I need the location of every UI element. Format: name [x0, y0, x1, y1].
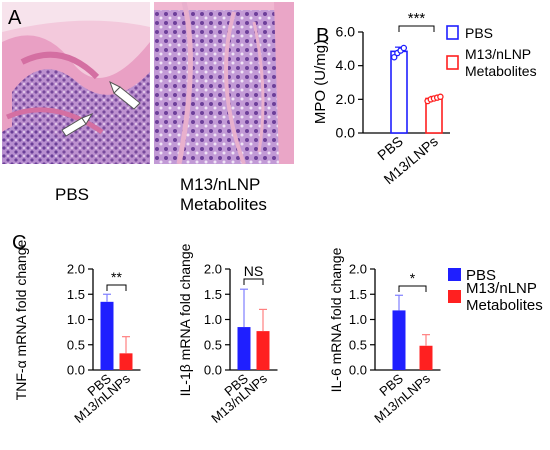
histology-caption-treatment-line2: Metabolites: [180, 195, 267, 214]
y-tick-label: 6.0: [336, 24, 356, 40]
legend-label-treat-line1: M13/nLNP: [465, 46, 531, 62]
legend-label-treat-line2: Metabolites: [465, 63, 537, 79]
y-tick-label: 1.5: [349, 287, 367, 302]
histology-caption-pbs: PBS: [55, 185, 90, 204]
histology-treatment-art: [154, 2, 294, 164]
y-tick-label: 0.0: [336, 125, 356, 141]
y-tick-label: 1.5: [204, 287, 222, 302]
y-tick-label: 2.0: [349, 262, 367, 277]
bar-0: [237, 327, 251, 370]
significance-bracket: [398, 25, 435, 32]
significance-label: NS: [244, 263, 263, 279]
y-tick-label: 0.0: [67, 363, 85, 378]
significance-bracket: [243, 278, 264, 285]
histology-image-pbs: [2, 2, 150, 164]
y-axis-label: IL-1β mRNA fold change: [177, 243, 193, 396]
legend-swatch-treat: [446, 55, 459, 70]
panel-letter-a: A: [8, 7, 22, 29]
data-point: [400, 44, 408, 52]
bar-1: [256, 331, 270, 370]
legend-label-pbs: PBS: [466, 267, 496, 284]
y-tick-label: 1.0: [204, 312, 222, 327]
y-tick-label: 2.0: [204, 262, 222, 277]
legend-swatch-pbs: [448, 268, 461, 281]
significance-label: ***: [408, 10, 426, 27]
histology-caption-treatment-line1: M13/nLNP: [180, 175, 261, 194]
significance-label: *: [410, 270, 416, 286]
legend-label-treat-line1: M13/nLNP: [466, 280, 537, 297]
y-tick-label: 1.0: [349, 312, 367, 327]
y-axis-label: MPO (U/mg): [312, 40, 329, 124]
legend-swatch-pbs: [446, 25, 459, 40]
histology-image-treatment: [154, 2, 294, 164]
legend-label-pbs: PBS: [465, 25, 493, 41]
histology-pbs-art: [2, 2, 150, 164]
significance-bracket: [106, 284, 127, 291]
bar-1: [419, 345, 433, 370]
y-tick-label: 4.0: [336, 57, 356, 73]
chart-il6: 0.00.51.01.52.0IL-6 mRNA fold change PBSM…: [328, 247, 543, 426]
y-tick-label: 0.0: [349, 363, 367, 378]
y-axis-label: TNF-α mRNA fold change: [13, 239, 29, 400]
y-tick-label: 2.0: [336, 91, 356, 107]
bar-0: [392, 310, 406, 370]
panel-letter-b: B: [316, 25, 329, 47]
legend-swatch-treat: [448, 290, 461, 303]
legend-label-treat-line2: Metabolites: [466, 297, 543, 314]
significance-label: **: [111, 269, 122, 285]
y-tick-label: 2.0: [67, 262, 85, 277]
y-tick-label: 1.0: [67, 312, 85, 327]
panel-letter-c: C: [12, 232, 26, 254]
bar-0: [390, 50, 408, 134]
data-point: [437, 93, 444, 101]
y-tick-label: 0.5: [204, 337, 222, 352]
bar-1: [119, 353, 133, 370]
y-tick-label: 0.0: [204, 363, 222, 378]
chart-il1b: 0.00.51.01.52.0IL-1β mRNA fold change PBS…: [177, 243, 278, 426]
bar-0: [100, 301, 114, 370]
y-tick-label: 0.5: [67, 337, 85, 352]
data-point: [390, 54, 398, 61]
significance-bracket: [398, 285, 427, 292]
y-tick-label: 0.5: [349, 337, 367, 352]
y-tick-label: 1.5: [67, 287, 85, 302]
y-axis-label: IL-6 mRNA fold change: [328, 247, 344, 392]
